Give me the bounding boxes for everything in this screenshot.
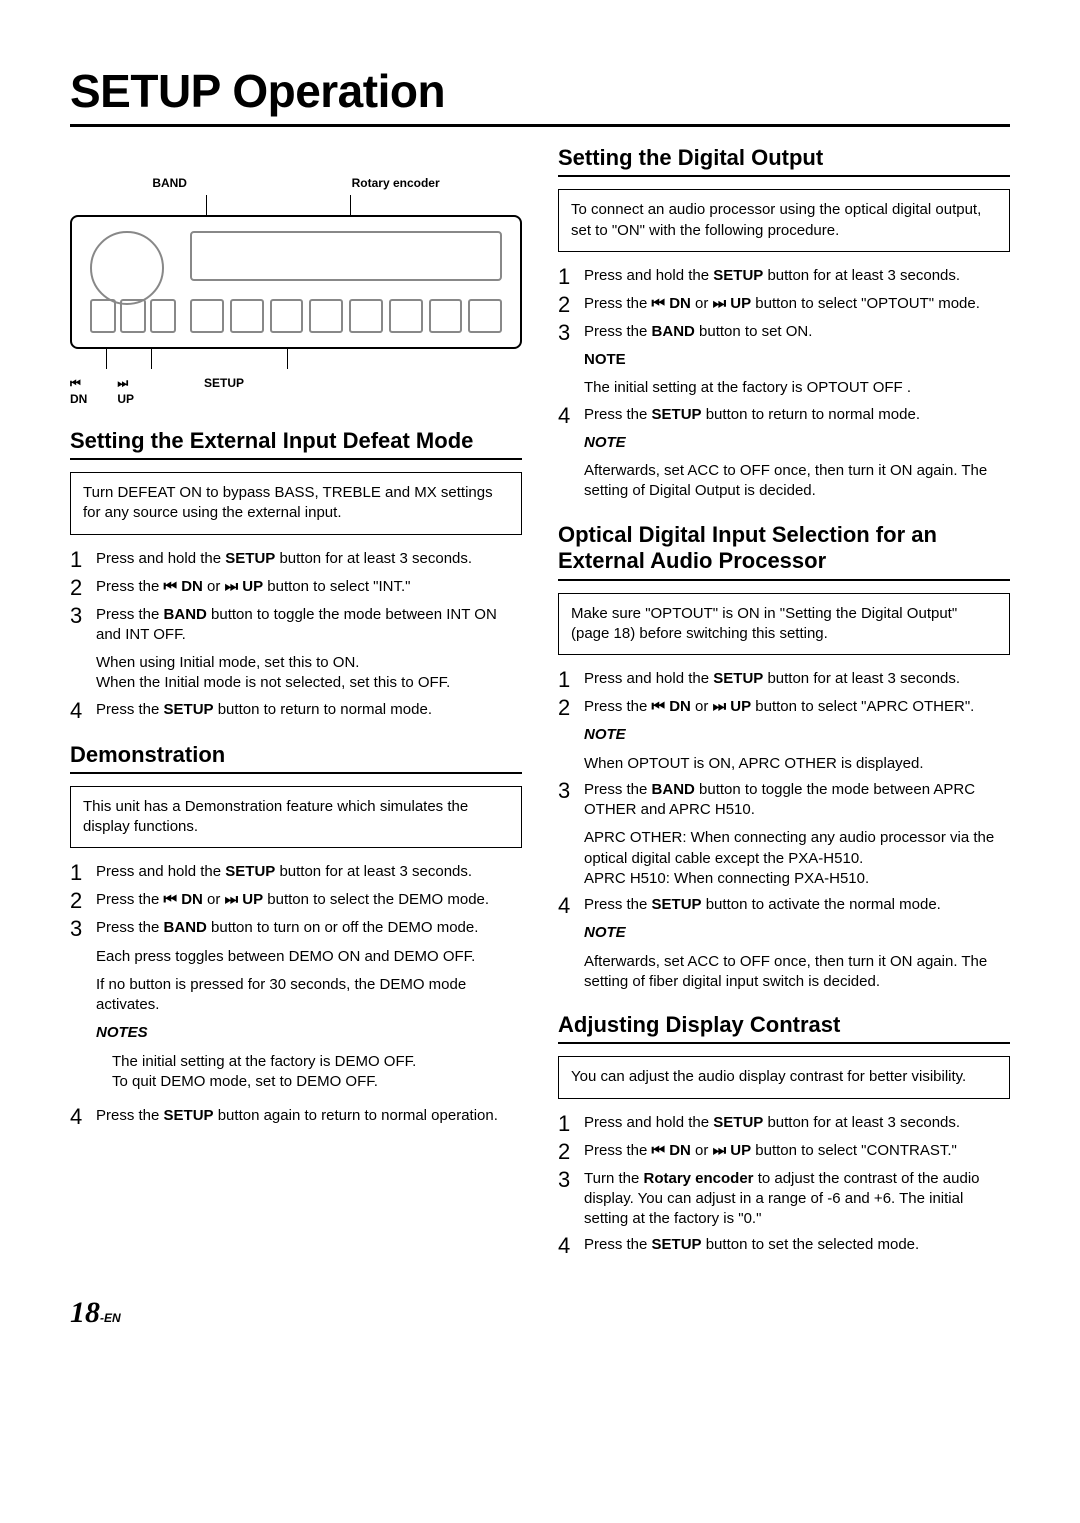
step-item: 1Press and hold the SETUP button for at … xyxy=(70,862,522,884)
info-box: Make sure "OPTOUT" is ON in "Setting the… xyxy=(558,593,1010,656)
step-item: 4 Press the SETUP button to activate the… xyxy=(558,895,1010,992)
note-heading: NOTE xyxy=(584,923,1010,943)
next-icon: ⏭ xyxy=(713,1142,727,1159)
section-heading-digital-output: Setting the Digital Output xyxy=(558,145,1010,177)
step-item: 1Press and hold the SETUP button for at … xyxy=(558,1113,1010,1135)
step-item: 3 Press the BAND button to toggle the mo… xyxy=(558,780,1010,889)
note-heading: NOTE xyxy=(584,725,1010,745)
device-diagram: BAND Rotary encoder ⏮ DN xyxy=(70,175,522,408)
step-item: 2Press the ⏮ DN or ⏭ UP button to select… xyxy=(70,577,522,599)
step-item: 2Press the ⏮ DN or ⏭ UP button to select… xyxy=(70,890,522,912)
step-item: 1Press and hold the SETUP button for at … xyxy=(558,669,1010,691)
prev-icon: ⏮ xyxy=(164,891,178,908)
page-number-suffix: -EN xyxy=(100,1311,121,1325)
section-heading-external-input: Setting the External Input Defeat Mode xyxy=(70,428,522,460)
step-item: 2 Press the ⏮ DN or ⏭ UP button to selec… xyxy=(558,697,1010,774)
prev-icon: ⏮ xyxy=(652,1142,666,1159)
note-heading: NOTE xyxy=(584,433,1010,453)
prev-icon: ⏮ xyxy=(652,295,666,312)
section-heading-demonstration: Demonstration xyxy=(70,742,522,774)
next-icon: ⏭ xyxy=(713,295,727,312)
note-heading: NOTE xyxy=(584,350,1010,370)
step-item: 4Press the SETUP button to return to nor… xyxy=(70,700,522,722)
page-footer: 18-EN xyxy=(70,1293,1010,1334)
section-heading-contrast: Adjusting Display Contrast xyxy=(558,1012,1010,1044)
section-heading-optical-input: Optical Digital Input Selection for an E… xyxy=(558,522,1010,581)
next-icon: ⏭ xyxy=(225,578,239,595)
note-bullet: To quit DEMO mode, set to DEMO OFF. xyxy=(112,1072,522,1092)
step-item: 3Turn the Rotary encoder to adjust the c… xyxy=(558,1169,1010,1230)
diagram-label-setup: SETUP xyxy=(204,375,244,407)
notes-heading: NOTES xyxy=(96,1023,522,1043)
diagram-label-band: BAND xyxy=(152,175,187,191)
diagram-label-rotary: Rotary encoder xyxy=(352,175,440,191)
step-item: 1Press and hold the SETUP button for at … xyxy=(70,549,522,571)
info-box: Turn DEFEAT ON to bypass BASS, TREBLE an… xyxy=(70,472,522,535)
step-item: 2Press the ⏮ DN or ⏭ UP button to select… xyxy=(558,294,1010,316)
step-item: 4Press the SETUP button again to return … xyxy=(70,1106,522,1128)
info-box: This unit has a Demonstration feature wh… xyxy=(70,786,522,849)
page-number: 18 xyxy=(70,1296,100,1329)
diagram-label-up: ⏭ UP xyxy=(117,375,134,407)
next-icon: ⏭ xyxy=(117,376,128,390)
right-column: Setting the Digital Output To connect an… xyxy=(558,145,1010,1263)
step-item: 1Press and hold the SETUP button for at … xyxy=(558,266,1010,288)
next-icon: ⏭ xyxy=(225,891,239,908)
diagram-label-dn: ⏮ DN xyxy=(70,375,87,407)
step-item: 3 Press the BAND button to set ON. NOTE … xyxy=(558,322,1010,399)
step-item: 3 Press the BAND button to turn on or of… xyxy=(70,918,522,1100)
step-item: 4 Press the SETUP button to return to no… xyxy=(558,405,1010,502)
prev-icon: ⏮ xyxy=(652,698,666,715)
left-column: BAND Rotary encoder ⏮ DN xyxy=(70,145,522,1263)
next-icon: ⏭ xyxy=(713,698,727,715)
step-item: 2Press the ⏮ DN or ⏭ UP button to select… xyxy=(558,1141,1010,1163)
step-item: 3 Press the BAND button to toggle the mo… xyxy=(70,605,522,694)
prev-icon: ⏮ xyxy=(164,578,178,595)
prev-icon: ⏮ xyxy=(70,376,81,390)
info-box: To connect an audio processor using the … xyxy=(558,189,1010,252)
note-bullet: The initial setting at the factory is DE… xyxy=(112,1052,522,1072)
step-item: 4Press the SETUP button to set the selec… xyxy=(558,1235,1010,1257)
info-box: You can adjust the audio display contras… xyxy=(558,1056,1010,1098)
page-title: SETUP Operation xyxy=(70,60,1010,127)
